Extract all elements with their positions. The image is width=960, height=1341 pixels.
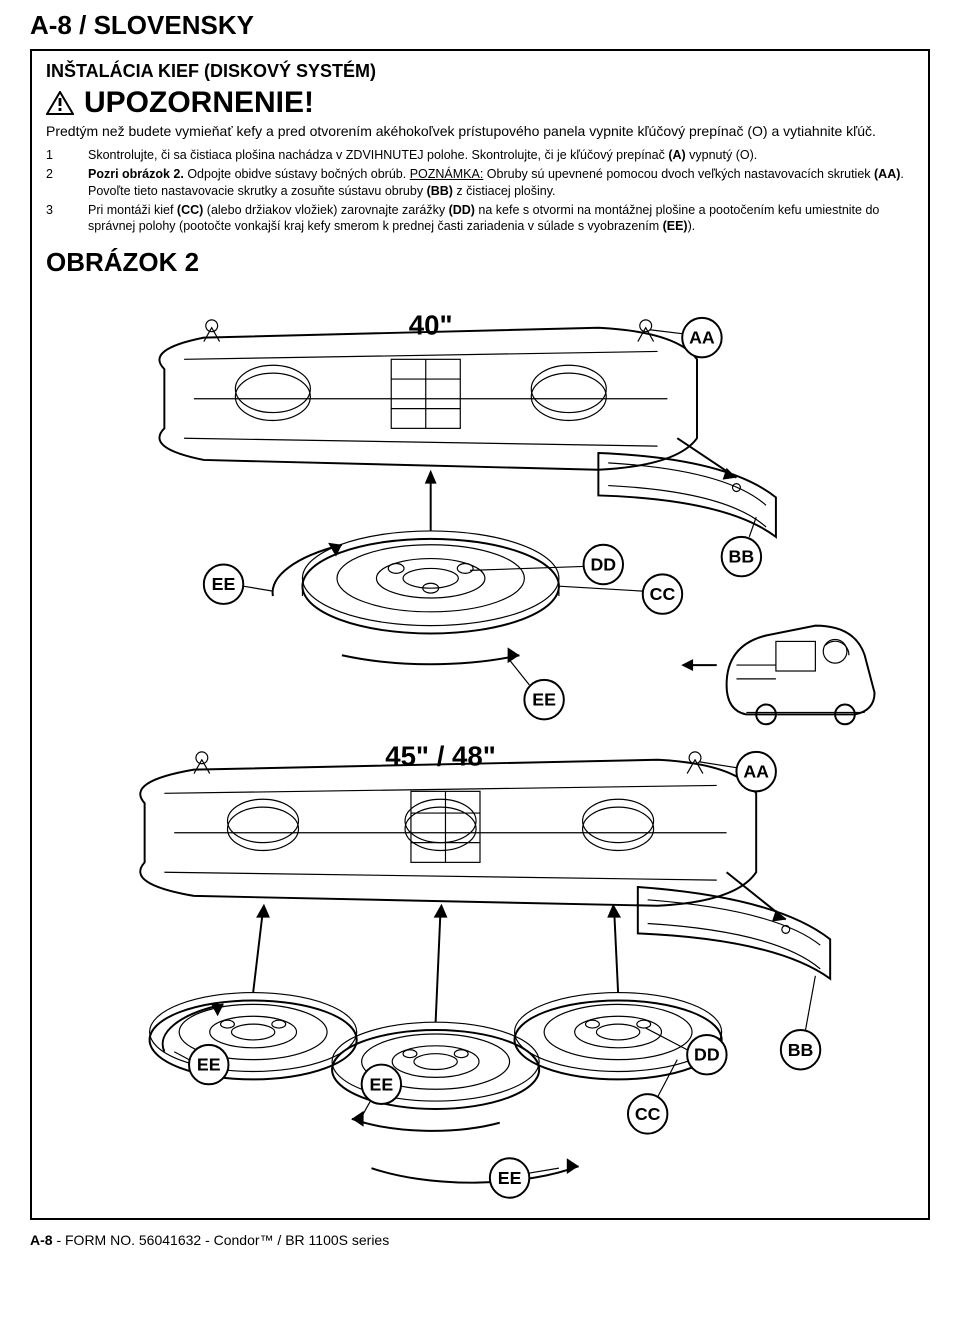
section-title: INŠTALÁCIA KIEF (DISKOVÝ SYSTÉM) — [46, 61, 914, 82]
footer-page: A-8 — [30, 1232, 53, 1248]
footer-rest: - FORM NO. 56041632 - Condor™ / BR 1100S… — [53, 1232, 390, 1248]
warning-triangle-icon — [46, 91, 74, 115]
step1-bold: (A) — [668, 148, 685, 162]
steps-list: 1 Skontrolujte, či sa čistiaca plošina n… — [46, 147, 914, 235]
svg-text:EE: EE — [370, 1075, 394, 1095]
figure-title: OBRÁZOK 2 — [46, 247, 914, 278]
dim-lower: 45" / 48" — [385, 741, 496, 772]
step2-b1: (AA) — [874, 167, 900, 181]
svg-text:CC: CC — [635, 1104, 661, 1124]
svg-text:EE: EE — [498, 1168, 522, 1188]
step-body: Pri montáži kief (CC) (alebo držiakov vl… — [88, 202, 914, 236]
step2-note: Obruby sú upevnené pomocou dvoch veľkých… — [483, 167, 874, 181]
step2-tail2: z čistiacej plošiny. — [453, 184, 556, 198]
step3-b3: (EE) — [663, 219, 688, 233]
callout-BB-lower: BB — [781, 976, 820, 1070]
step-2: 2 Pozri obrázok 2. Odpojte obidve sústav… — [46, 166, 914, 200]
step-3: 3 Pri montáži kief (CC) (alebo držiakov … — [46, 202, 914, 236]
dim-upper: 40" — [409, 310, 453, 341]
svg-text:AA: AA — [743, 762, 769, 782]
step-1: 1 Skontrolujte, či sa čistiaca plošina n… — [46, 147, 914, 164]
callout-EE-upper-below: EE — [510, 660, 564, 719]
step2-note-label: POZNÁMKA: — [410, 167, 484, 181]
svg-text:DD: DD — [590, 555, 616, 575]
warning-label: UPOZORNENIE! — [84, 86, 314, 120]
step3-t1: Pri montáži kief — [88, 203, 177, 217]
step1-text: Skontrolujte, či sa čistiaca plošina nac… — [88, 148, 668, 162]
step-body: Skontrolujte, či sa čistiaca plošina nac… — [88, 147, 757, 164]
callout-DD-upper: DD — [470, 545, 623, 584]
step2-lead: Pozri obrázok 2. — [88, 167, 184, 181]
step2-t1: Odpojte obidve sústavy bočných obrúb. — [184, 167, 410, 181]
svg-text:AA: AA — [689, 328, 715, 348]
step3-t2: (alebo držiakov vložiek) zarovnajte zará… — [203, 203, 448, 217]
callout-EE-lower-left: EE — [174, 1045, 228, 1084]
step2-b2: (BB) — [427, 184, 453, 198]
page-footer: A-8 - FORM NO. 56041632 - Condor™ / BR 1… — [30, 1232, 930, 1248]
svg-text:CC: CC — [650, 584, 676, 604]
svg-text:EE: EE — [532, 690, 556, 710]
callout-BB-upper: BB — [722, 517, 761, 576]
intro-text: Predtým než budete vymieňať kefy a pred … — [46, 122, 914, 141]
svg-text:BB: BB — [788, 1040, 814, 1060]
step1-tail: vypnutý (O). — [686, 148, 758, 162]
callout-DD-lower: DD — [646, 1028, 727, 1074]
svg-text:EE: EE — [197, 1055, 221, 1075]
callout-EE-lower-bottom: EE — [490, 1159, 559, 1198]
step3-b2: (DD) — [449, 203, 475, 217]
svg-text:EE: EE — [212, 574, 236, 594]
page-header: A-8 / SLOVENSKY — [30, 10, 930, 41]
step-num: 3 — [46, 202, 60, 236]
step-body: Pozri obrázok 2. Odpojte obidve sústavy … — [88, 166, 914, 200]
step-num: 1 — [46, 147, 60, 164]
content-frame: INŠTALÁCIA KIEF (DISKOVÝ SYSTÉM) UPOZORN… — [30, 49, 930, 1220]
svg-text:BB: BB — [729, 547, 755, 567]
step-num: 2 — [46, 166, 60, 200]
callout-EE-lower-mid: EE — [362, 1065, 401, 1117]
svg-text:DD: DD — [694, 1045, 720, 1065]
figure-2: 40" — [46, 284, 914, 1204]
callout-EE-upper-left: EE — [204, 565, 273, 604]
step3-b1: (CC) — [177, 203, 203, 217]
callout-CC-upper: CC — [559, 575, 682, 614]
warning-row: UPOZORNENIE! — [46, 86, 914, 120]
step3-t4: ). — [688, 219, 696, 233]
